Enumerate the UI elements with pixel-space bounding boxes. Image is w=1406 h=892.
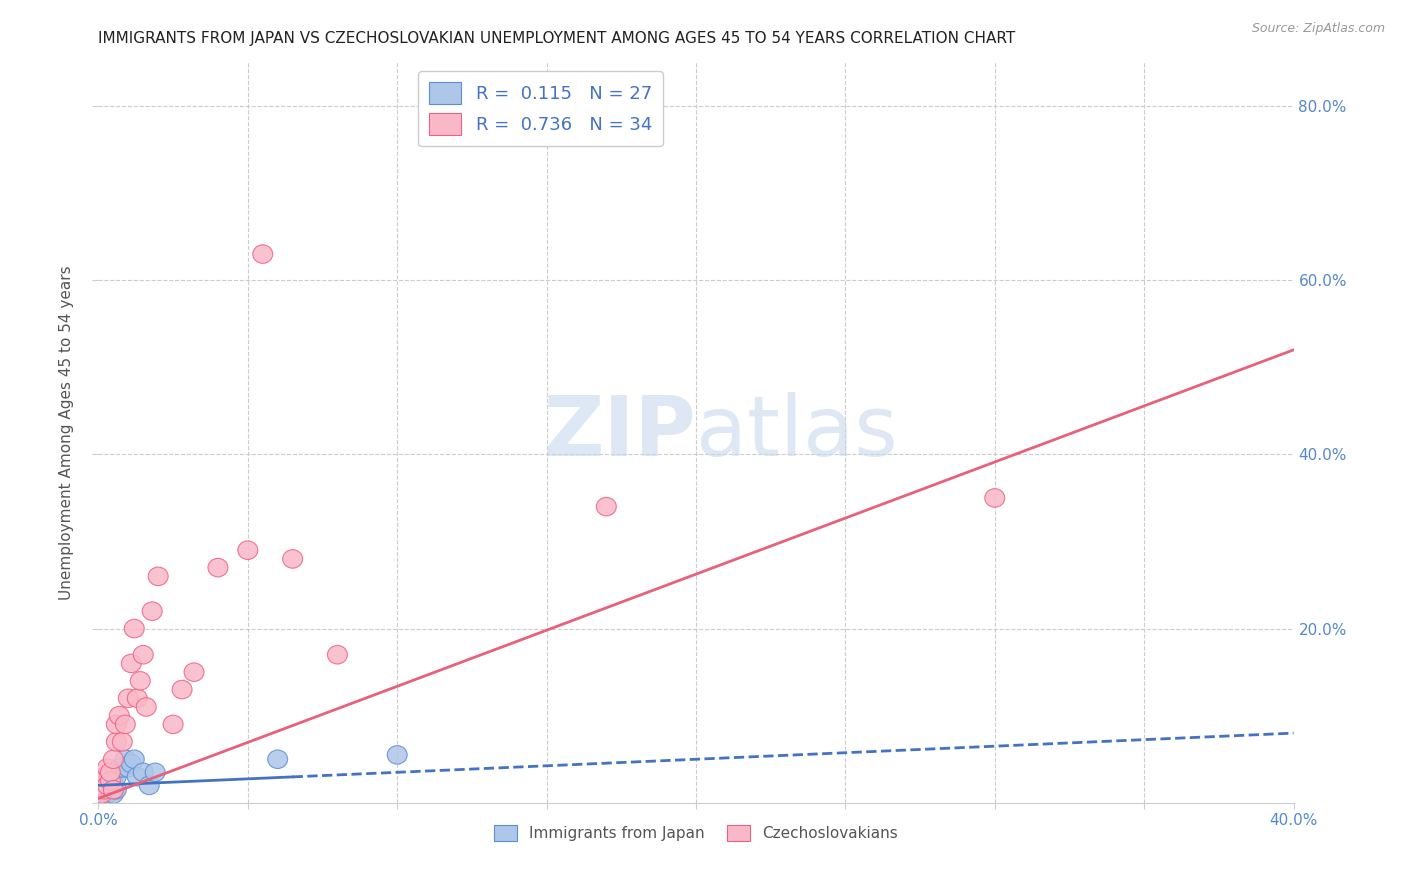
Ellipse shape: [184, 663, 204, 681]
Ellipse shape: [107, 780, 127, 799]
Ellipse shape: [283, 549, 302, 568]
Ellipse shape: [94, 785, 114, 804]
Text: ZIP: ZIP: [544, 392, 696, 473]
Ellipse shape: [208, 558, 228, 577]
Ellipse shape: [112, 759, 132, 777]
Ellipse shape: [124, 750, 145, 769]
Ellipse shape: [163, 715, 183, 733]
Ellipse shape: [91, 780, 111, 799]
Ellipse shape: [97, 776, 117, 795]
Ellipse shape: [134, 646, 153, 664]
Ellipse shape: [121, 755, 141, 772]
Ellipse shape: [238, 541, 257, 559]
Text: atlas: atlas: [696, 392, 897, 473]
Ellipse shape: [97, 767, 117, 786]
Ellipse shape: [134, 763, 153, 781]
Ellipse shape: [128, 767, 148, 786]
Text: IMMIGRANTS FROM JAPAN VS CZECHOSLOVAKIAN UNEMPLOYMENT AMONG AGES 45 TO 54 YEARS : IMMIGRANTS FROM JAPAN VS CZECHOSLOVAKIAN…: [98, 31, 1015, 46]
Ellipse shape: [104, 785, 124, 804]
Ellipse shape: [145, 763, 165, 781]
Ellipse shape: [104, 780, 124, 799]
Ellipse shape: [139, 776, 159, 795]
Ellipse shape: [148, 567, 169, 585]
Ellipse shape: [110, 706, 129, 725]
Ellipse shape: [97, 785, 117, 804]
Ellipse shape: [267, 750, 288, 769]
Ellipse shape: [136, 698, 156, 716]
Ellipse shape: [100, 772, 121, 790]
Ellipse shape: [91, 776, 111, 795]
Ellipse shape: [100, 763, 121, 781]
Ellipse shape: [94, 772, 114, 790]
Ellipse shape: [118, 689, 138, 707]
Ellipse shape: [110, 759, 129, 777]
Ellipse shape: [118, 759, 138, 777]
Ellipse shape: [91, 785, 111, 804]
Ellipse shape: [172, 681, 193, 698]
Ellipse shape: [104, 767, 124, 786]
Ellipse shape: [104, 750, 124, 769]
Ellipse shape: [121, 654, 141, 673]
Ellipse shape: [91, 785, 111, 804]
Ellipse shape: [253, 244, 273, 263]
Ellipse shape: [387, 746, 408, 764]
Ellipse shape: [100, 772, 121, 790]
Ellipse shape: [124, 619, 145, 638]
Ellipse shape: [100, 780, 121, 799]
Ellipse shape: [596, 498, 616, 516]
Y-axis label: Unemployment Among Ages 45 to 54 years: Unemployment Among Ages 45 to 54 years: [59, 265, 75, 600]
Ellipse shape: [107, 732, 127, 751]
Ellipse shape: [94, 780, 114, 799]
Ellipse shape: [104, 776, 124, 795]
Ellipse shape: [328, 646, 347, 664]
Ellipse shape: [142, 602, 162, 621]
Ellipse shape: [128, 689, 148, 707]
Ellipse shape: [984, 489, 1005, 508]
Ellipse shape: [107, 767, 127, 786]
Text: Source: ZipAtlas.com: Source: ZipAtlas.com: [1251, 22, 1385, 36]
Ellipse shape: [107, 715, 127, 733]
Ellipse shape: [97, 759, 117, 777]
Ellipse shape: [97, 776, 117, 795]
Ellipse shape: [94, 776, 114, 795]
Ellipse shape: [115, 715, 135, 733]
Ellipse shape: [131, 672, 150, 690]
Ellipse shape: [112, 732, 132, 751]
Ellipse shape: [115, 750, 135, 769]
Legend: Immigrants from Japan, Czechoslovakians: Immigrants from Japan, Czechoslovakians: [488, 819, 904, 847]
Ellipse shape: [94, 767, 114, 786]
